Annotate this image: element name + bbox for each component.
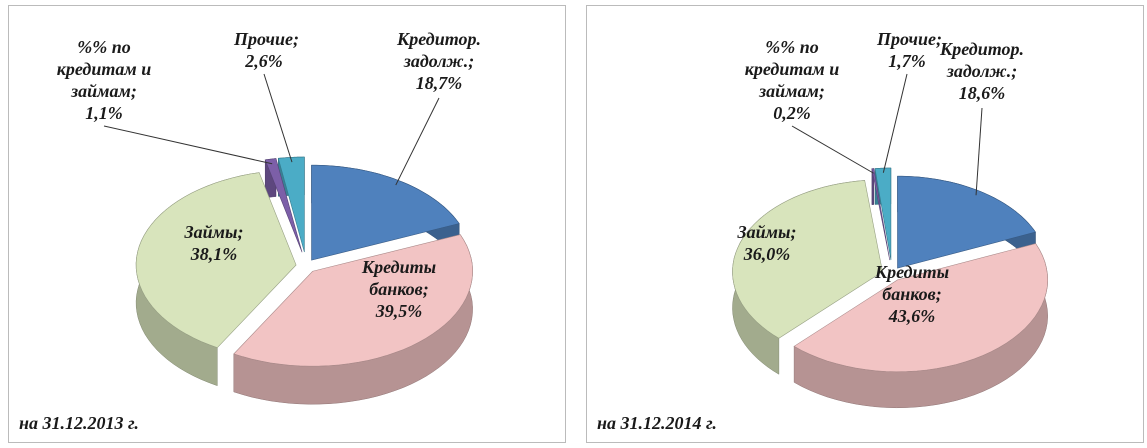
pie-slice: [135, 172, 297, 349]
value-label: 36,0%: [743, 244, 791, 264]
data-label: Кредиты банков; 43,6%: [857, 261, 967, 327]
data-label: Прочие; 1,7%: [877, 28, 942, 72]
category-label: Займы;: [737, 222, 797, 242]
chart: [103, 73, 473, 405]
chart-panel: на 31.12.2014 г. Кредитор. задолж.; 18,6%…: [586, 5, 1144, 443]
pie-slice: [871, 168, 891, 261]
value-label: 18,7%: [415, 73, 463, 93]
data-label: Займы; 38,1%: [164, 221, 264, 265]
leader-line: [103, 125, 273, 165]
leader-line: [395, 97, 440, 186]
pie-slice: [793, 243, 1049, 373]
data-label: Кредитор. задолж.; 18,6%: [907, 38, 1057, 104]
chart-title: на 31.12.2014 г.: [597, 413, 717, 433]
pie-slice: [264, 158, 303, 253]
data-label: %% по кредитам и займам; 1,1%: [44, 36, 164, 124]
data-label: Займы; 36,0%: [717, 221, 817, 265]
leader-line: [263, 73, 293, 163]
category-label: Кредитор. задолж.;: [397, 29, 481, 71]
leader-line: [791, 125, 874, 174]
data-label: Кредиты банков; 39,5%: [344, 256, 454, 322]
value-label: 18,6%: [958, 83, 1006, 103]
category-label: Займы;: [184, 222, 244, 242]
category-label: Кредитор. задолж.;: [940, 39, 1024, 81]
value-label: 38,1%: [190, 244, 238, 264]
category-label: Кредиты банков;: [874, 262, 950, 304]
data-label: Кредитор. задолж.; 18,7%: [374, 28, 504, 94]
pie-slice: [897, 175, 1036, 269]
pie-slice: [874, 167, 892, 261]
pie-slice: [732, 180, 883, 339]
chart-title: на 31.12.2013 г.: [19, 413, 139, 433]
leader-line: [975, 107, 983, 196]
pie-slice: [311, 164, 460, 261]
pie-slice: [277, 156, 305, 253]
value-label: 0,2%: [773, 103, 811, 123]
category-label: Прочие;: [877, 29, 942, 49]
value-label: 43,6%: [888, 306, 936, 326]
pie-slice: [233, 234, 473, 367]
data-label: Прочие; 2,6%: [234, 28, 299, 72]
category-label: Кредиты банков;: [361, 257, 437, 299]
chart-panel: на 31.12.2013 г. Кредитор. задолж.; 18,7%…: [8, 5, 566, 443]
value-label: 1,7%: [888, 51, 926, 71]
value-label: 2,6%: [245, 51, 283, 71]
chart: [732, 73, 1049, 409]
data-label: %% по кредитам и займам; 0,2%: [732, 36, 852, 124]
category-label: %% по кредитам и займам;: [744, 37, 840, 101]
value-label: 1,1%: [85, 103, 123, 123]
value-label: 39,5%: [375, 301, 423, 321]
category-label: %% по кредитам и займам;: [56, 37, 152, 101]
category-label: Прочие;: [234, 29, 299, 49]
leader-line: [882, 73, 908, 173]
